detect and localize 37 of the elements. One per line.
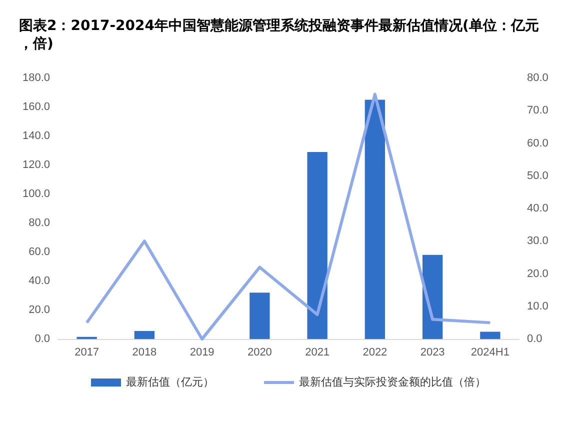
y-tick-label: 60.0 — [28, 246, 50, 258]
y2-tick-label: 40.0 — [527, 202, 548, 214]
x-tick-label: 2018 — [132, 346, 157, 358]
y2-tick-label: 30.0 — [527, 235, 548, 248]
y-tick-label: 100.0 — [22, 188, 50, 200]
bar — [364, 100, 386, 339]
line-series — [85, 92, 492, 340]
y2-tick-label: 60.0 — [527, 137, 548, 150]
y-tick-label: 140.0 — [22, 130, 50, 142]
legend-label: 最新估值（亿元） — [126, 376, 214, 388]
x-tick-label: 2022 — [362, 346, 388, 358]
x-tick-label: 2020 — [247, 346, 272, 358]
bar — [480, 332, 500, 339]
bar — [307, 152, 328, 339]
y-tick-label: 160.0 — [22, 101, 50, 113]
y2-tick-label: 70.0 — [527, 104, 548, 117]
y-tick-label: 80.0 — [28, 217, 50, 229]
x-tick-label: 2023 — [420, 346, 445, 358]
y-tick-label: 120.0 — [22, 159, 50, 171]
x-tick-label: 2019 — [190, 346, 214, 358]
chart-title: 图表2：2017-2024年中国智慧能源管理系统投融资事件最新估值情况(单位：亿元，倍) — [19, 17, 539, 52]
y-tick-label: 180.0 — [22, 72, 50, 84]
y-tick-label: 20.0 — [28, 304, 50, 316]
legend-label: 最新估值与实际投资金额的比值（倍） — [299, 376, 486, 388]
y2-tick-label: 80.0 — [527, 72, 548, 84]
y2-tick-label: 0.0 — [527, 333, 542, 345]
bar — [422, 254, 443, 339]
bar — [250, 292, 270, 339]
y-tick-label: 40.0 — [28, 275, 50, 287]
x-tick-label: 2024H1 — [470, 346, 510, 358]
bar — [134, 331, 155, 339]
x-tick-label: 2021 — [305, 346, 330, 358]
y2-tick-label: 20.0 — [527, 268, 548, 280]
y2-tick-label: 10.0 — [527, 300, 548, 312]
y-tick-label: 0.0 — [34, 333, 50, 345]
y2-tick-label: 50.0 — [527, 170, 548, 182]
x-tick-label: 2017 — [74, 346, 100, 358]
